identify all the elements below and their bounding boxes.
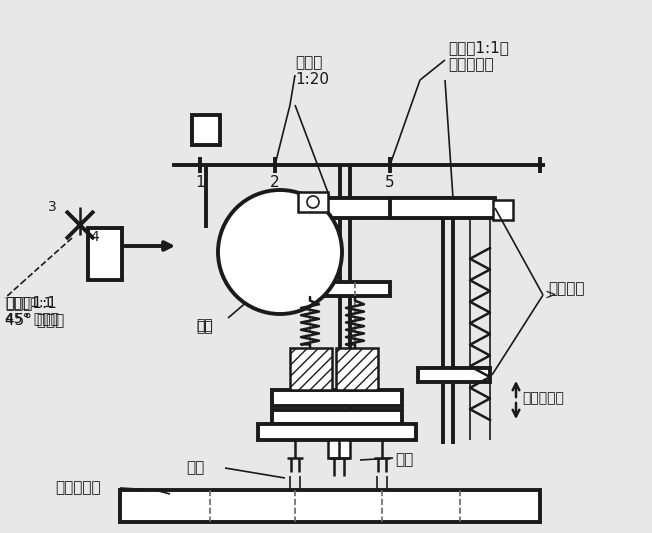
- Text: 凸轮: 凸轮: [197, 318, 213, 332]
- Bar: [258, 282, 390, 296]
- Text: 传动比1:1
45° 斜齿轮: 传动比1:1 45° 斜齿轮: [5, 295, 65, 327]
- Bar: [298, 192, 328, 212]
- Text: 1: 1: [195, 175, 205, 190]
- Text: 灌装: 灌装: [186, 460, 204, 475]
- Text: 可上下滑移: 可上下滑移: [522, 391, 564, 405]
- Text: 槽轮传动: 槽轮传动: [548, 281, 584, 296]
- Circle shape: [218, 190, 342, 314]
- Text: 旋转工作台: 旋转工作台: [55, 480, 100, 495]
- Text: 传动比1:1直: 传动比1:1直: [448, 40, 509, 55]
- Bar: [258, 198, 453, 218]
- Text: 4: 4: [91, 230, 99, 244]
- Text: 5: 5: [385, 175, 395, 190]
- Bar: [272, 390, 402, 406]
- Bar: [192, 115, 220, 145]
- Text: >: >: [545, 288, 557, 302]
- Bar: [418, 368, 490, 382]
- Text: 1:20: 1:20: [295, 72, 329, 87]
- Text: 压口: 压口: [395, 452, 413, 467]
- Bar: [336, 348, 378, 390]
- Bar: [328, 440, 350, 458]
- Bar: [258, 424, 416, 440]
- Text: 齿圆柱齿轮: 齿圆柱齿轮: [448, 57, 494, 72]
- Text: 2: 2: [270, 175, 280, 190]
- Circle shape: [307, 196, 319, 208]
- Bar: [88, 228, 122, 280]
- Text: 3: 3: [48, 200, 56, 214]
- Bar: [493, 200, 513, 220]
- Text: 传动比1:1
45° 斜齿轮: 传动比1:1 45° 斜齿轮: [5, 295, 59, 325]
- Text: 凸轮: 凸轮: [197, 320, 213, 334]
- Text: 传动比: 传动比: [295, 55, 322, 70]
- Bar: [120, 490, 540, 522]
- Bar: [390, 198, 495, 218]
- Bar: [272, 410, 402, 424]
- Bar: [290, 348, 332, 390]
